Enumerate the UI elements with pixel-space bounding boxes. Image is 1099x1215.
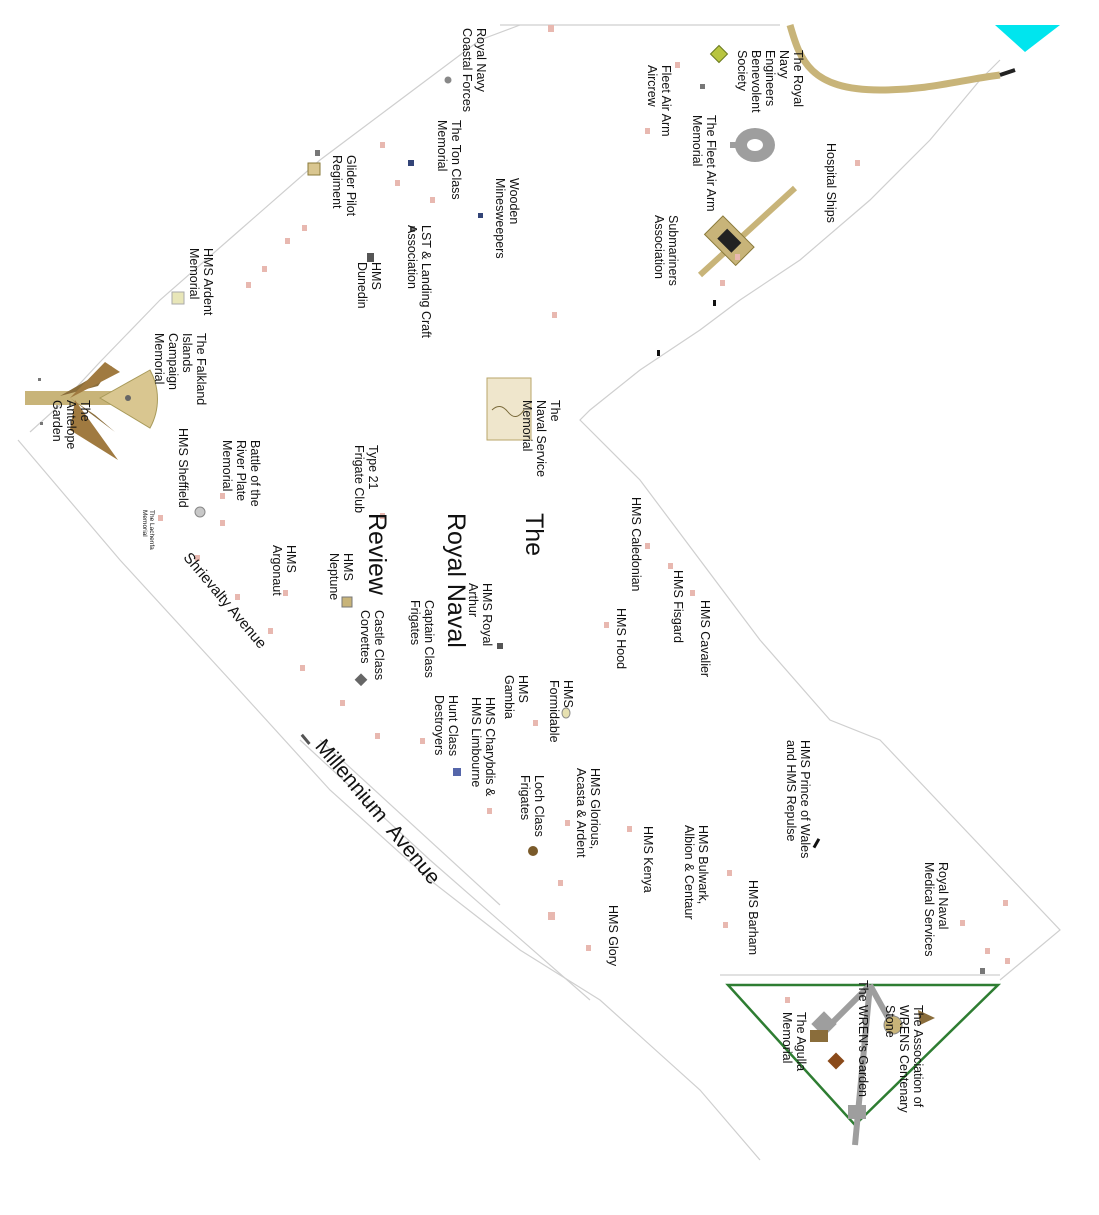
label-hms-ardent: HMS Ardent Memorial xyxy=(187,248,215,316)
label-hms-hood: HMS Hood xyxy=(614,608,628,670)
label-lst-landing-craft: LST & Landing Craft Association xyxy=(405,225,433,339)
site-boundary xyxy=(17,24,1061,1161)
label-captain-class: Captain Class Frigates xyxy=(408,600,436,678)
label-river-plate: Battle of the River Plate Memorial xyxy=(220,440,262,507)
label-charybdis: HMS Charybdis & HMS Limbourne xyxy=(469,697,497,797)
label-antelope-garden: The Antelope Garden xyxy=(50,400,92,450)
fleet-air-arm-feature xyxy=(730,128,775,162)
label-submariners: Submariners Association xyxy=(652,215,680,286)
label-prince-of-wales: HMS Prince of Wales and HMS Repulse xyxy=(784,740,812,859)
label-hospital-ships: Hospital Ships xyxy=(824,143,838,223)
label-laybank: The Lachenfa Memorial xyxy=(140,510,155,550)
label-hms-barham: HMS Barham xyxy=(746,880,760,956)
memorial-markers xyxy=(171,44,821,856)
label-castle-class: Castle Class Corvettes xyxy=(358,610,386,681)
label-hms-caledonian: HMS Caledonian xyxy=(629,497,643,592)
label-naval-service-memorial: The Naval Service Memorial xyxy=(520,400,562,478)
label-hms-fisgard: HMS Fisgard xyxy=(671,570,685,643)
label-wrens-centenary: The Association of WRENS Centenary Stone xyxy=(883,1005,925,1113)
submariners-feature xyxy=(703,215,755,267)
label-hms-royal-arthur: HMS Royal Arthur xyxy=(466,583,494,647)
label-hms-cavalier: HMS Cavalier xyxy=(698,600,712,678)
label-hms-glory: HMS Glory xyxy=(606,905,620,967)
label-hms-bulwark: HMS Bulwark, Albion & Centaur xyxy=(682,825,710,920)
title-line-2: Royal Naval xyxy=(441,513,470,648)
label-loch-class: Loch Class Frigates xyxy=(518,775,546,837)
curved-path xyxy=(786,24,1001,94)
naval-service-memorial-feature xyxy=(486,377,532,441)
water-area xyxy=(995,25,1060,52)
road-marker xyxy=(300,733,311,745)
label-hunt-class: Hunt Class Destroyers xyxy=(432,695,460,757)
wrens-garden-feature xyxy=(725,982,1002,1146)
label-ton-class: The Ton Class Memorial xyxy=(435,120,463,200)
label-wrens-garden: The WREN's Garden xyxy=(856,980,870,1098)
label-royal-navy-engineers: The Royal Navy Engineers Benevolent Soci… xyxy=(735,50,805,113)
label-hms-dunedin: HMS Dunedin xyxy=(355,262,383,309)
label-wooden-minesweepers: Wooden Minesweepers xyxy=(493,178,521,259)
label-royal-navy-coastal-forces: Royal Navy Coastal Forces xyxy=(460,28,488,113)
label-glider-pilot: Glider Pilot Regiment xyxy=(330,155,358,217)
label-fleet-air-arm-memorial: The Fleet Air Arm Memorial xyxy=(690,115,718,212)
label-type-21: Type 21 Frigate Club xyxy=(352,445,380,514)
submariners-path xyxy=(697,185,798,278)
small-plaques xyxy=(38,25,1010,1003)
label-fleet-air-arm-aircrew: Fleet Air Arm Aircrew xyxy=(645,65,673,137)
label-falklands: The Falkland Islands Campaign Memorial xyxy=(152,333,208,406)
antelope-garden-feature xyxy=(60,362,158,460)
title-line-1: The xyxy=(520,513,549,557)
label-agulha: The Agulla Memorial xyxy=(780,1012,808,1072)
label-hms-kenya: HMS Kenya xyxy=(641,826,655,893)
label-hms-glorious: HMS Glorious, Acasta & Ardent xyxy=(574,768,602,858)
label-hms-gambia: HMS Gambia xyxy=(502,675,530,719)
label-hms-neptune: HMS Neptune xyxy=(327,553,355,601)
label-hms-argonaut: HMS Argonaut xyxy=(270,545,298,596)
label-hms-formidable: HMS Formidable xyxy=(547,680,575,743)
label-hms-sheffield: HMS Sheffield xyxy=(176,428,190,508)
label-royal-naval-medical: Royal Naval Medical Services xyxy=(922,862,950,957)
